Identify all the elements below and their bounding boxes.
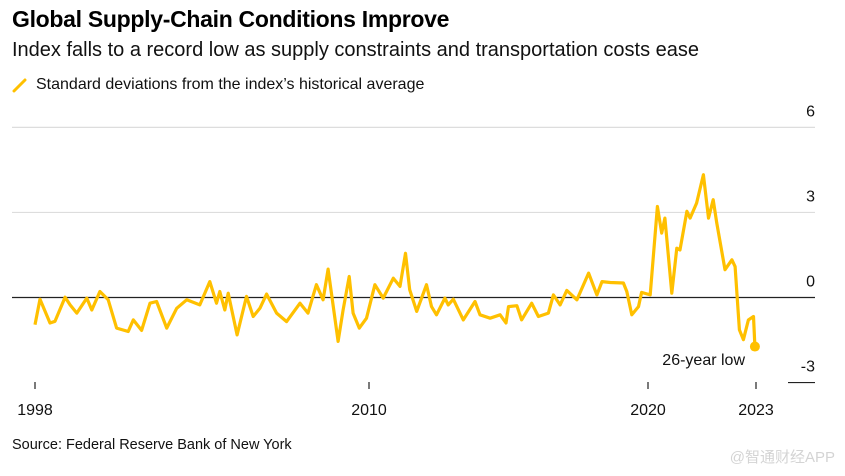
chart-subtitle: Index falls to a record low as supply co… [12,39,700,61]
x-tick-label: 2010 [351,402,387,419]
legend: Standard deviations from the index’s his… [12,76,424,94]
annotation-26-year-low: 26-year low [662,352,745,369]
series-line [33,173,757,347]
chart-title: Global Supply-Chain Conditions Improve [12,6,450,32]
end-point-marker [749,341,760,352]
y-tick-label: 3 [806,188,815,205]
y-tick-label: 0 [806,274,815,291]
source-note: Source: Federal Reserve Bank of New York [12,437,292,453]
y-tick-label: -3 [801,359,815,376]
legend-line-icon [12,78,27,93]
y-tick-label: 6 [806,103,815,120]
x-tick-label: 2023 [738,402,774,419]
legend-label: Standard deviations from the index’s his… [36,76,425,93]
watermark: @智通财经APP [729,449,835,466]
x-tick-label: 1998 [17,402,53,419]
x-tick-label: 2020 [630,402,666,419]
